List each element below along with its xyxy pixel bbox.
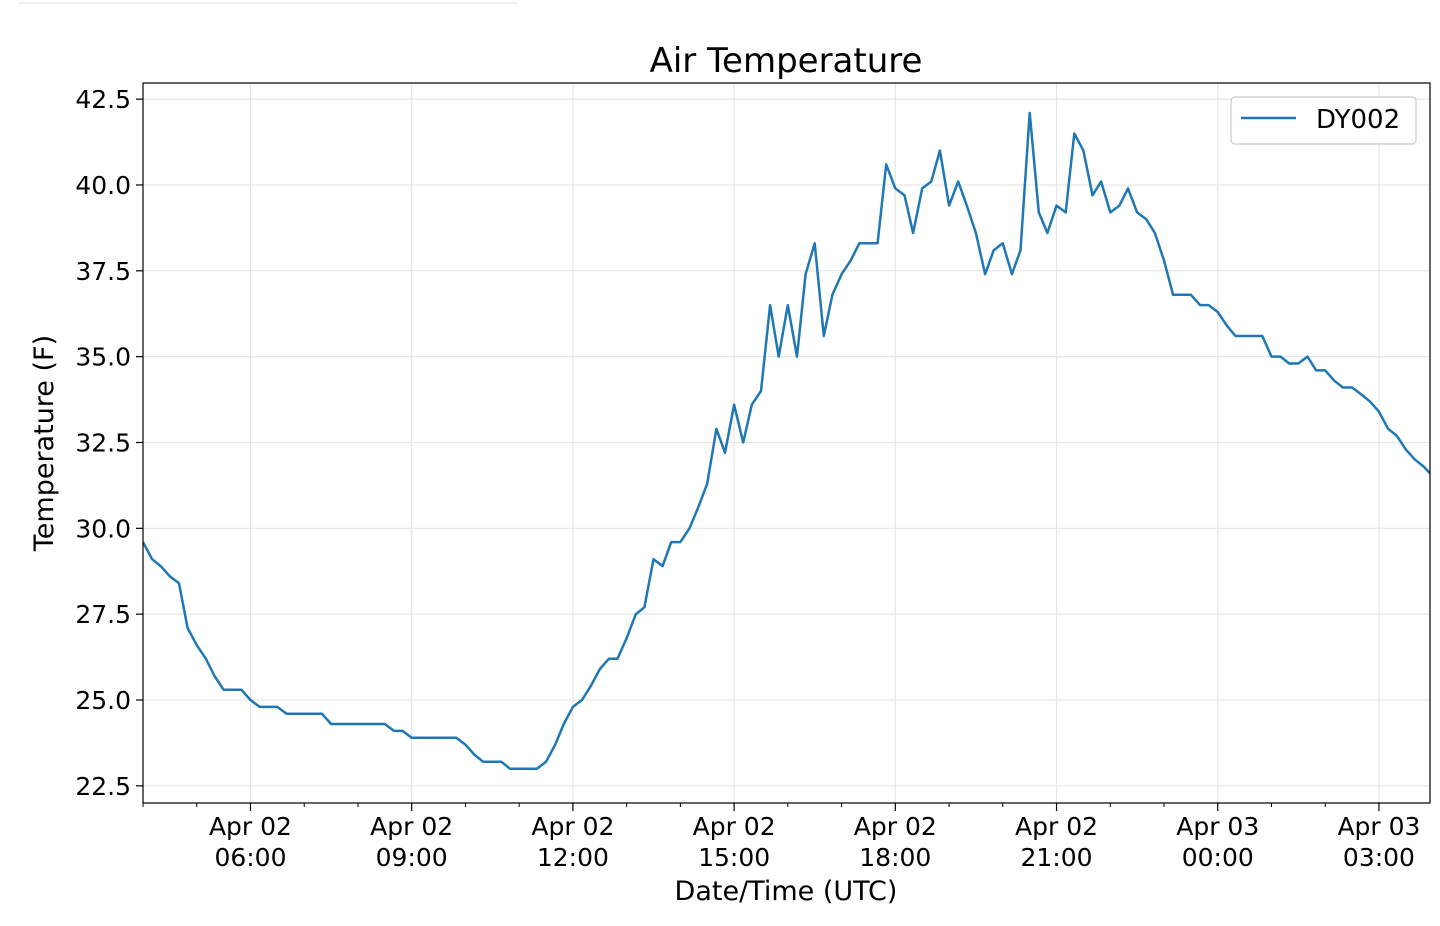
x-tick-label-time: 06:00: [214, 843, 286, 872]
x-tick-label-time: 12:00: [537, 843, 609, 872]
series-layer: [141, 111, 1431, 770]
x-tick-label-date: Apr 02: [693, 812, 776, 841]
y-tick-label: 32.5: [75, 428, 131, 457]
y-tick-label: 40.0: [75, 171, 131, 200]
x-tick-label-date: Apr 02: [854, 812, 937, 841]
y-tick-label: 27.5: [75, 600, 131, 629]
x-tick-label-time: 21:00: [1021, 843, 1093, 872]
y-tick-label: 30.0: [75, 514, 131, 543]
x-axis-label: Date/Time (UTC): [675, 876, 898, 907]
y-tick-label: 25.0: [75, 686, 131, 715]
grid-lines: [143, 83, 1430, 803]
series-line-dy002: [141, 111, 1431, 770]
legend-box: [1230, 96, 1417, 145]
x-tick-label-date: Apr 02: [209, 812, 292, 841]
x-tick-label-time: 15:00: [698, 843, 770, 872]
y-axis-ticks: 22.5 25.0 27.5 30.0 32.5 35.0 37.5 40.0 42.5: [75, 85, 143, 801]
y-tick-label: 35.0: [75, 343, 131, 372]
y-tick-label: 22.5: [75, 772, 131, 801]
x-tick-label-time: 00:00: [1182, 843, 1254, 872]
legend: DY002: [1230, 96, 1417, 145]
x-tick-label-time: 09:00: [376, 843, 448, 872]
y-tick-label: 42.5: [75, 85, 131, 114]
legend-label-dy002: DY002: [1316, 105, 1400, 135]
x-tick-label-time: 03:00: [1343, 843, 1415, 872]
top-divider: [18, 2, 518, 4]
y-axis-label: Temperature (F): [29, 335, 60, 552]
x-tick-label-date: Apr 03: [1176, 812, 1259, 841]
x-tick-label-date: Apr 02: [1015, 812, 1098, 841]
x-tick-label-date: Apr 02: [370, 812, 453, 841]
x-tick-label-time: 18:00: [859, 843, 931, 872]
x-tick-label-date: Apr 03: [1337, 812, 1420, 841]
chart-title: Air Temperature: [650, 41, 923, 81]
x-tick-label-date: Apr 02: [531, 812, 614, 841]
y-tick-label: 37.5: [75, 257, 131, 286]
